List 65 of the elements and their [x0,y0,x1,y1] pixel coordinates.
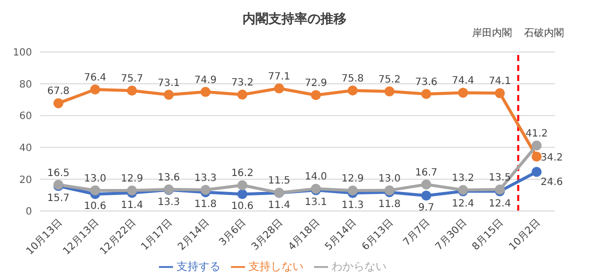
data-label: 73.2 [231,78,254,89]
data-label: 13.0 [378,173,401,184]
data-label: 74.9 [194,74,217,86]
data-label: 13.0 [84,173,106,184]
data-label: 13.3 [194,172,217,184]
data-label: 11.4 [268,200,290,211]
data-label: 12.4 [452,198,474,210]
data-label: 13.1 [304,197,328,208]
data-label: 11.8 [378,199,401,210]
text: 岸田内閣 [472,27,512,39]
data-label: 24.6 [540,176,563,188]
x-tick-label: 2月14日 [176,217,212,253]
y-tick-label: 100 [12,48,32,59]
chart-title: 内閣支持率の推移 [242,10,348,28]
data-label: 16.5 [47,168,70,179]
data-label: 41.2 [525,128,548,140]
data-label: 11.8 [194,199,217,210]
x-tick-label: 3月28日 [250,217,286,253]
data-label: 15.7 [47,193,70,204]
data-label: 11.3 [342,200,364,212]
y-tick-label: 0 [26,206,32,218]
data-label: 13.2 [452,173,474,184]
y-tick-label: 20 [19,174,32,186]
data-label: 13.3 [158,196,180,208]
x-tick-label: 1月17日 [139,217,175,253]
legend-label: 支持する [176,260,220,273]
data-label: 34.2 [540,152,563,164]
data-label: 14.0 [304,172,328,183]
data-label: 10.6 [84,201,106,212]
data-label: 74.4 [452,76,474,87]
data-label: 12.9 [120,173,144,184]
data-label: 11.5 [268,176,290,187]
data-label: 77.1 [268,71,290,82]
data-label: 74.1 [488,76,511,88]
data-label: 72.9 [304,78,328,90]
x-tick-label: 4月18日 [286,217,322,253]
data-label: 16.7 [415,167,438,178]
data-label: 67.8 [47,86,70,98]
data-label: 16.2 [231,168,254,180]
data-label: 10.6 [231,201,254,212]
data-label: 13.6 [158,172,180,184]
data-label: 75.8 [342,73,364,84]
x-tick-label: 8月15日 [470,217,506,253]
data-label: 13.5 [488,172,511,184]
legend-label: わからない [332,260,386,273]
x-tick-label: 3月6日 [218,217,248,248]
y-tick-label: 80 [19,79,32,90]
x-tick-label: 7月30日 [434,217,470,253]
legend-label: 支持しない [248,260,304,273]
x-tick-label: 7月7日 [401,217,432,248]
text: 石破内閣 [524,27,564,39]
data-label: 12.9 [342,173,364,184]
x-tick-label: 5月14日 [323,217,359,253]
data-label: 12.4 [488,198,511,210]
data-label: 75.2 [378,74,401,86]
data-label: 75.7 [120,74,144,85]
x-tick-label: 10月2日 [507,217,543,253]
data-label: 73.1 [158,78,180,89]
y-tick-label: 40 [19,142,32,154]
y-tick-label: 60 [19,111,32,122]
x-tick-label: 6月13日 [360,217,396,253]
data-label: 11.4 [120,200,144,211]
data-label: 9.7 [418,202,434,214]
data-label: 76.4 [84,72,106,84]
data-label: 73.6 [415,76,438,88]
